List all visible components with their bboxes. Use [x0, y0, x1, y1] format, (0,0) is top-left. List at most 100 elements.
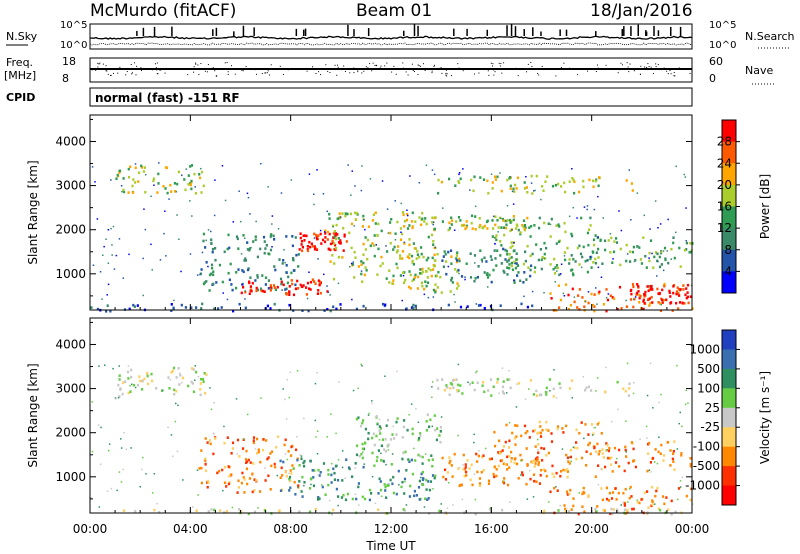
velocity-cell — [592, 432, 595, 436]
nave-point — [106, 70, 108, 72]
nave-point — [564, 68, 566, 70]
velocity-cell — [361, 495, 364, 499]
power-cell — [688, 251, 691, 254]
power-cell — [328, 217, 331, 220]
power-cell — [517, 228, 520, 232]
velocity-cell — [199, 388, 202, 391]
velocity-cell — [311, 469, 314, 472]
velocity-scatter-cell — [222, 489, 224, 492]
power-cell — [291, 282, 294, 286]
velocity-colorbar-tick-label: -100 — [693, 440, 720, 454]
power-cell — [479, 223, 482, 227]
power-scatter-cell — [110, 179, 112, 181]
power-cell — [554, 183, 557, 187]
power-cell — [267, 279, 270, 282]
power-cell — [254, 238, 257, 242]
nave-point — [195, 68, 197, 70]
power-scatter-cell — [685, 240, 687, 242]
power-scatter-cell — [122, 277, 124, 279]
power-cell — [642, 300, 645, 303]
power-cell — [469, 276, 473, 279]
power-scatter-cell — [121, 190, 123, 193]
velocity-scatter-cell — [679, 411, 681, 414]
power-scatter-cell — [351, 170, 353, 172]
velocity-scatter-cell — [182, 479, 184, 481]
power-cell — [637, 285, 640, 288]
velocity-scatter-cell — [108, 449, 110, 452]
velocity-cell — [205, 373, 208, 376]
power-cell — [691, 307, 694, 310]
power-cell — [564, 230, 567, 234]
nave-point — [119, 66, 121, 68]
power-scatter-cell — [107, 229, 110, 231]
velocity-cell — [616, 380, 619, 384]
velocity-cell — [563, 504, 566, 507]
nave-point — [655, 66, 657, 68]
power-cell — [416, 253, 419, 257]
velocity-scatter-cell — [461, 498, 464, 501]
power-cell — [634, 258, 637, 262]
velocity-cell — [663, 454, 666, 457]
nave-point — [372, 62, 374, 64]
nave-point — [639, 73, 641, 75]
power-cell — [640, 262, 643, 265]
velocity-cell — [312, 476, 315, 479]
velocity-scatter-cell — [337, 504, 339, 507]
velocity-scatter-cell — [387, 446, 389, 448]
power-cell — [255, 286, 258, 290]
power-cell — [223, 250, 226, 254]
velocity-scatter-cell — [354, 493, 357, 496]
velocity-cell — [526, 464, 529, 467]
power-cell — [499, 254, 502, 257]
velocity-cell — [263, 509, 267, 512]
velocity-scatter-cell — [330, 413, 332, 415]
nave-point — [125, 74, 127, 76]
power-cell — [248, 292, 251, 295]
power-cell — [537, 258, 540, 262]
velocity-cell — [607, 456, 610, 460]
velocity-cell — [401, 436, 404, 439]
power-cell — [430, 233, 434, 237]
velocity-cell — [480, 470, 483, 474]
velocity-cell — [433, 414, 436, 417]
velocity-cell — [482, 454, 485, 457]
power-scatter-cell — [207, 229, 210, 231]
power-cell — [686, 291, 689, 294]
power-scatter-cell — [442, 207, 444, 209]
velocity-cell — [533, 428, 536, 432]
velocity-cell — [609, 512, 612, 516]
velocity-cell — [685, 494, 688, 498]
velocity-cell — [346, 492, 349, 496]
power-cell — [434, 283, 437, 286]
power-cell — [319, 291, 322, 295]
power-cell — [194, 192, 197, 195]
velocity-scatter-cell — [687, 402, 689, 404]
power-cell — [514, 227, 518, 230]
power-colorbar-tick-label: 4 — [724, 264, 732, 278]
velocity-cell — [506, 455, 509, 459]
nave-point — [344, 70, 346, 72]
velocity-scatter-cell — [360, 363, 362, 366]
velocity-cell — [520, 434, 523, 438]
power-cell — [419, 268, 422, 271]
velocity-scatter-cell — [98, 506, 101, 508]
velocity-scatter-cell — [108, 443, 111, 445]
velocity-cell — [587, 494, 590, 497]
nave-point — [216, 75, 218, 77]
velocity-cell — [167, 376, 170, 379]
nave-point — [187, 74, 189, 76]
nave-point — [666, 70, 668, 72]
power-cell — [594, 257, 597, 261]
velocity-cell — [448, 393, 451, 396]
nave-point — [371, 70, 373, 72]
power-cell — [276, 285, 279, 289]
power-cell — [303, 239, 306, 242]
power-cell — [199, 272, 202, 276]
velocity-scatter-cell — [537, 449, 539, 451]
power-cell — [411, 226, 414, 230]
velocity-cell — [516, 424, 519, 428]
power-cell — [297, 287, 300, 290]
nave-point — [231, 65, 233, 67]
power-cell — [424, 280, 427, 283]
